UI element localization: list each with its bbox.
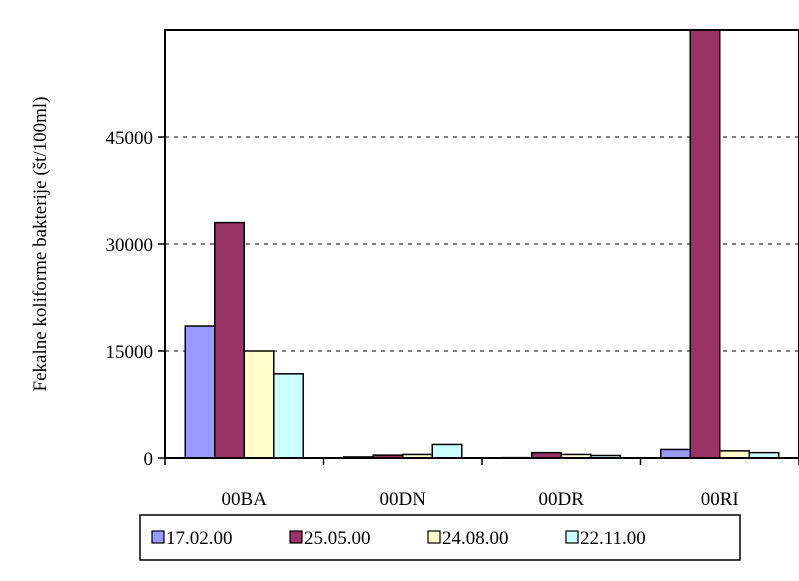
legend-label-22.11.00: 22.11.00 (580, 528, 646, 549)
y-tick-label: 15000 (106, 342, 154, 363)
bar-00BA-22.11.00 (273, 373, 304, 459)
bar-00RI-17.02.00 (660, 448, 691, 459)
bar-00BA-25.05.00 (214, 221, 245, 459)
legend-swatch-24.08.00 (427, 530, 441, 544)
gridlines (165, 136, 799, 352)
legend-swatch-22.11.00 (565, 530, 579, 544)
y-tick-label: 30000 (106, 235, 154, 256)
y-tick-label: 0 (144, 449, 154, 470)
legend-label-25.05.00: 25.05.00 (304, 528, 371, 549)
bar-00DN-22.11.00 (431, 443, 463, 459)
bar-00RI-24.08.00 (719, 450, 750, 459)
x-tick-label-00DR: 00DR (539, 489, 585, 510)
x-tick-label-00RI: 00RI (701, 489, 739, 510)
y-axis-title: Fekalne koliforme bakterije (št/100ml) (30, 97, 51, 392)
legend-label-17.02.00: 17.02.00 (166, 528, 233, 549)
legend: 17.02.00 25.05.00 24.08.00 22.11.00 (139, 514, 741, 561)
y-tick-label: 45000 (106, 128, 154, 149)
bar-00BA-24.08.00 (243, 350, 275, 459)
x-tick-label-00DN: 00DN (380, 489, 427, 510)
legend-swatch-17.02.00 (151, 530, 165, 544)
bar-00BA-17.02.00 (184, 325, 216, 459)
y-axis-ticks: 0 15000 30000 45000 (106, 128, 165, 470)
legend-swatch-25.05.00 (289, 530, 303, 544)
x-axis-ticks: 00BA 00DN 00DR 00RI (164, 458, 799, 510)
legend-label-24.08.00: 24.08.00 (442, 528, 509, 549)
bar-00RI-25.05.00 (689, 29, 721, 459)
x-tick-label-00BA: 00BA (222, 489, 268, 510)
